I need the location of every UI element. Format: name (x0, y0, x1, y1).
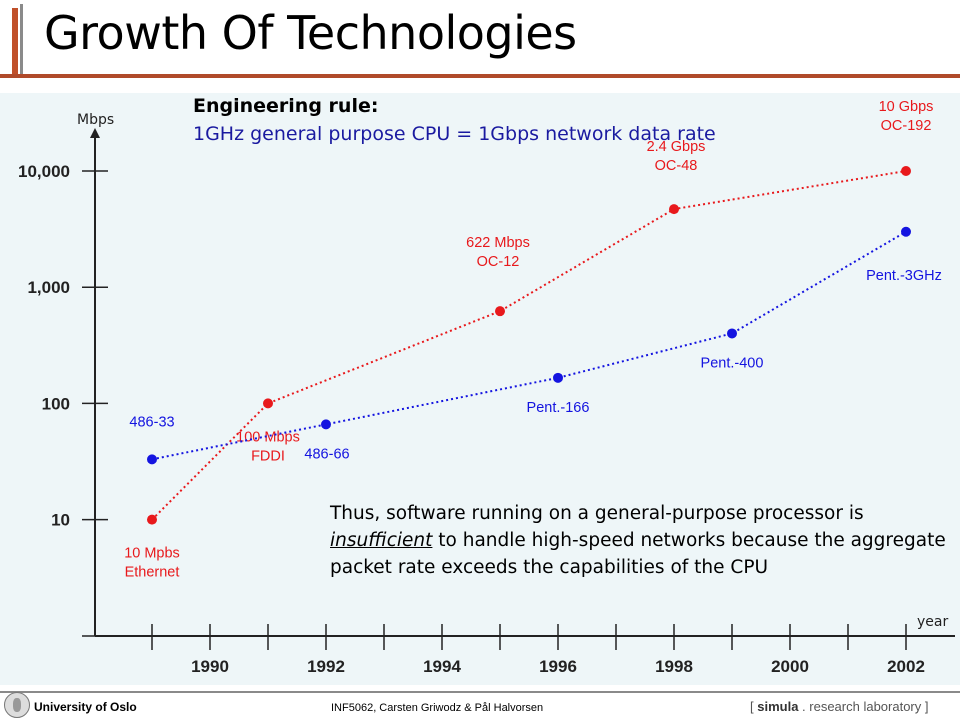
data-label: 10 Mpbs (124, 546, 180, 562)
note-part-1: Thus, software running on a general-purp… (330, 503, 864, 524)
engineering-rule-title: Engineering rule: (193, 95, 379, 117)
y-axis-label: Mbps (77, 112, 114, 128)
data-point (147, 454, 157, 465)
footer-university: University of Oslo (34, 700, 137, 714)
footer-course: INF5062, Carsten Griwodz & Pål Halvorsen (331, 702, 544, 714)
x-tick-label: 2000 (771, 657, 809, 676)
data-label: 622 Mbps (466, 235, 530, 251)
engineering-rule-text: 1GHz general purpose CPU = 1Gbps network… (193, 123, 716, 145)
data-label: OC-48 (655, 158, 698, 174)
y-tick-label: 1,000 (27, 278, 70, 297)
data-point (901, 226, 911, 237)
series-line (151, 170, 907, 521)
footer-divider (0, 691, 960, 693)
note-emphasis: insufficient (330, 530, 433, 551)
data-point (495, 306, 505, 317)
data-point (321, 419, 331, 430)
data-label: 2.4 Gbps (647, 139, 706, 155)
y-axis-arrow (90, 128, 100, 138)
conclusion-note: Thus, software running on a general-purp… (330, 500, 950, 581)
x-tick-label: 1990 (191, 657, 229, 676)
title-underline (0, 74, 960, 78)
data-point (553, 372, 563, 383)
slide-title: Growth Of Technologies (44, 6, 577, 60)
plot-background (0, 93, 960, 685)
series-line (151, 230, 907, 461)
data-label: Pent.-3GHz (866, 268, 942, 284)
x-tick-label: 1994 (423, 657, 461, 676)
x-tick-label: 1996 (539, 657, 577, 676)
x-axis-label: year (917, 614, 948, 630)
y-tick-label: 10 (51, 511, 70, 530)
engineering-rule: Engineering rule: 1GHz general purpose C… (193, 92, 716, 148)
data-label: OC-192 (881, 118, 932, 134)
data-label: Pent.-166 (527, 400, 590, 416)
data-label: Pent.-400 (701, 355, 764, 371)
y-tick-label: 10,000 (18, 162, 70, 181)
footer-simula-logo: [ simula . research laboratory ] (750, 699, 928, 714)
x-tick-label: 1998 (655, 657, 693, 676)
data-point (727, 328, 737, 339)
university-seal-icon (4, 692, 30, 718)
data-label: 486-66 (304, 446, 349, 462)
data-label: 10 Gbps (879, 99, 934, 115)
data-point (669, 204, 679, 215)
title-accent-bar-grey (20, 4, 23, 78)
data-label: 100 Mbps (236, 429, 300, 445)
data-point (147, 514, 157, 525)
y-tick-label: 100 (42, 394, 70, 413)
simula-rest: . research laboratory ] (798, 699, 929, 714)
data-label: OC-12 (477, 254, 520, 270)
title-accent-bar (12, 8, 18, 78)
x-tick-label: 1992 (307, 657, 345, 676)
note-part-2: to handle high-speed networks because th… (330, 530, 946, 578)
data-label: FDDI (251, 448, 285, 464)
data-label: 486-33 (129, 414, 174, 430)
simula-brand: simula (757, 699, 799, 714)
x-tick-label: 2002 (887, 657, 925, 676)
data-label: Ethernet (125, 565, 180, 581)
data-point (263, 398, 273, 409)
simula-bracket: [ (750, 699, 758, 714)
data-point (901, 166, 911, 176)
